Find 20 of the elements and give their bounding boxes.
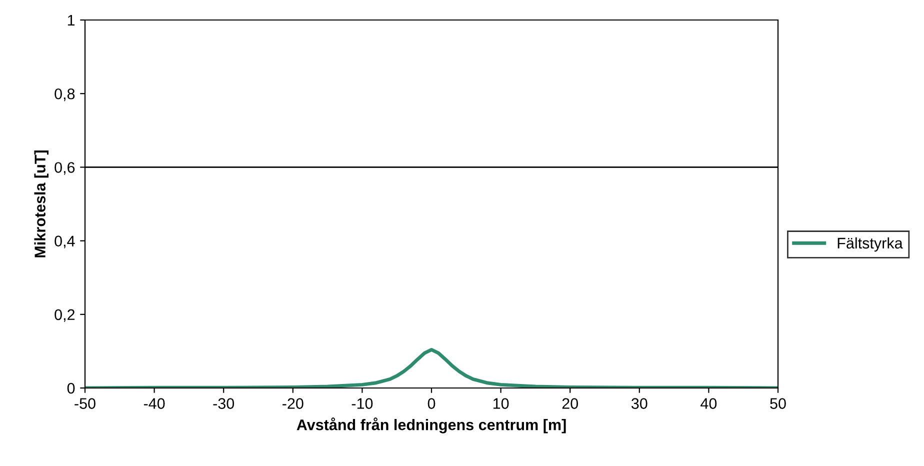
y-tick-label: 1 <box>68 15 75 26</box>
y-axis-title: Mikrotesla [uT] <box>34 150 48 258</box>
y-tick-label: 0,2 <box>54 309 75 322</box>
x-tick-label: -50 <box>74 398 96 409</box>
x-tick-label: 50 <box>770 398 786 409</box>
y-tick-label: 0 <box>67 382 75 394</box>
x-tick-label: -40 <box>144 398 165 409</box>
x-tick-label: 30 <box>631 398 648 409</box>
x-axis-title: Avstånd från ledningens centrum [m] <box>296 418 566 434</box>
y-tick-label: 0,6 <box>54 162 75 175</box>
x-tick-label: -10 <box>352 398 373 409</box>
x-tick-label: 0 <box>428 398 436 409</box>
y-tick-label: 0,8 <box>54 88 75 102</box>
x-tick-label: -20 <box>282 398 304 409</box>
x-tick-label: 20 <box>562 398 578 409</box>
y-tick-label: 0,4 <box>54 236 75 248</box>
x-tick-label: 40 <box>700 398 717 409</box>
legend-label: Fältstyrka <box>838 237 903 252</box>
x-tick-label: -30 <box>213 398 234 409</box>
x-tick-label: 10 <box>493 398 509 409</box>
